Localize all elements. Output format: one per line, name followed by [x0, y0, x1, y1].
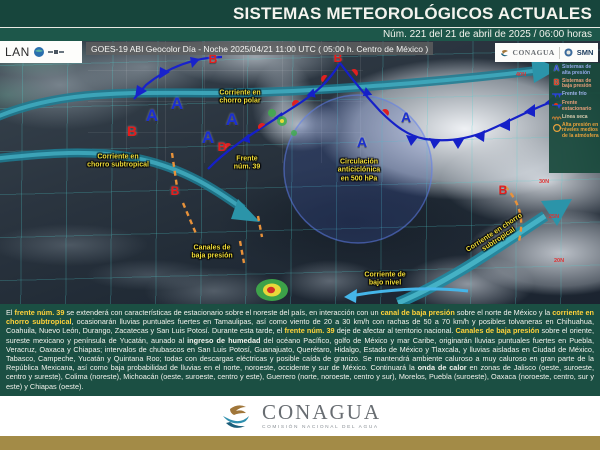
label-low-channels: Canales de baja presión [191, 244, 233, 260]
high-pressure-A: A [201, 128, 215, 147]
latitude-label: 25N [548, 214, 560, 220]
weather-discussion: El frente núm. 39 se extenderá con carac… [0, 304, 600, 396]
dry-line-icon [551, 115, 562, 121]
conagua-logo-text: CONAGUA [262, 400, 381, 424]
legend-item-low-pressure: B Sistemas de baja presión [553, 77, 592, 90]
smn-logo-text: SMN [576, 48, 594, 57]
high-pressure-A: A [356, 134, 368, 150]
high-pressure-A: A [145, 106, 159, 125]
low-pressure-B: B [498, 183, 508, 197]
polar-jet-arrow [0, 57, 560, 121]
conagua-logo-text: CONAGUA [512, 48, 555, 57]
weather-symbols-overlay [0, 55, 572, 304]
agency-logo-box: CONAGUA SMN [495, 43, 598, 62]
conagua-logo-subtitle: COMISIÓN NACIONAL DEL AGUA [262, 425, 379, 430]
footer: CONAGUA COMISIÓN NACIONAL DEL AGUA [0, 396, 600, 436]
low-pressure-B: B [126, 123, 138, 139]
discussion-text: El frente núm. 39 se extenderá con carac… [6, 308, 595, 391]
label-anticyclonic: Circulación anticiclónica en 500 hPa [337, 158, 381, 183]
latitude-label: 20N [553, 258, 565, 264]
header-subtitle-bar: Núm. 221 del 21 de abril de 2025 / 06:00… [0, 28, 600, 41]
legend-item-high-pressure: A Sistemas de alta presión [553, 64, 592, 76]
cold-front-icon [551, 93, 562, 98]
label-polar-jet: Corriente en chorro polar [219, 89, 261, 105]
latitude-label: 40N [515, 72, 527, 78]
high-pressure-symbol: A [553, 64, 560, 73]
conagua-mini-icon [500, 49, 508, 56]
cold-front-northwest [133, 55, 223, 100]
state-borders [88, 41, 363, 163]
page-title: SISTEMAS METEOROLÓGICOS ACTUALES [232, 3, 592, 23]
logo-divider [558, 46, 560, 59]
footer-gold-bar [0, 436, 600, 450]
label-front-39: Frente núm. 39 [233, 155, 261, 171]
label-low-level-current: Corriente de bajo nivel [364, 271, 406, 287]
latitude-label: 30N [538, 179, 550, 185]
label-subtropical-jet-left: Corriente en chorro subtropical [87, 153, 149, 169]
header-separator [0, 27, 600, 28]
header-title-bar: SISTEMAS METEOROLÓGICOS ACTUALES [0, 0, 600, 27]
legend-item-cold-front: Frente frío [551, 91, 599, 99]
stationary-front-icon [551, 103, 562, 109]
low-pressure-B: B [217, 140, 227, 154]
low-pressure-B: B [208, 52, 218, 66]
high-pressure-A: A [400, 109, 412, 125]
globe-icon [33, 47, 44, 57]
map-legend: A Sistemas de alta presión B Sistemas de… [549, 63, 600, 173]
legend-item-dry-line: Línea seca [551, 114, 599, 121]
low-pressure-symbol: B [553, 77, 560, 87]
low-pressure-channel-lines [170, 152, 523, 264]
subtropical-jet-arrow-left [0, 148, 260, 222]
anticyclonic-circulation-circle [283, 94, 433, 244]
viewer-watermark: LAN [0, 41, 82, 63]
conagua-eagle-icon [223, 405, 249, 428]
subtropical-jet-arrow-right [395, 199, 572, 304]
satellite-weather-map: A A A A A A B B B B B B Corriente en cho… [0, 41, 600, 304]
smn-icon [564, 48, 573, 57]
precipitation-cell-chiapas [256, 279, 288, 301]
precipitation-cell-texas [268, 109, 297, 136]
mid-level-high-icon [552, 123, 562, 132]
low-pressure-B: B [170, 184, 180, 198]
bulletin-number: Núm. 221 del 21 de abril de 2025 / 06:00… [382, 29, 592, 40]
high-pressure-A: A [225, 110, 239, 129]
satellite-caption: GOES-19 ABI Geocolor Día - Noche 2025/04… [86, 42, 434, 55]
high-pressure-A: A [170, 94, 184, 113]
legend-item-stationary-front: Frente estacionario [551, 100, 599, 113]
watermark-text: LAN [5, 45, 30, 59]
conagua-logo-block: CONAGUA COMISIÓN NACIONAL DEL AGUA [262, 400, 381, 431]
legend-item-mid-level-high: Alta presión en niveles medios de la atm… [551, 122, 599, 140]
satellite-icon [47, 50, 64, 54]
low-level-current-arrow [344, 287, 469, 303]
low-pressure-B: B [333, 51, 343, 65]
